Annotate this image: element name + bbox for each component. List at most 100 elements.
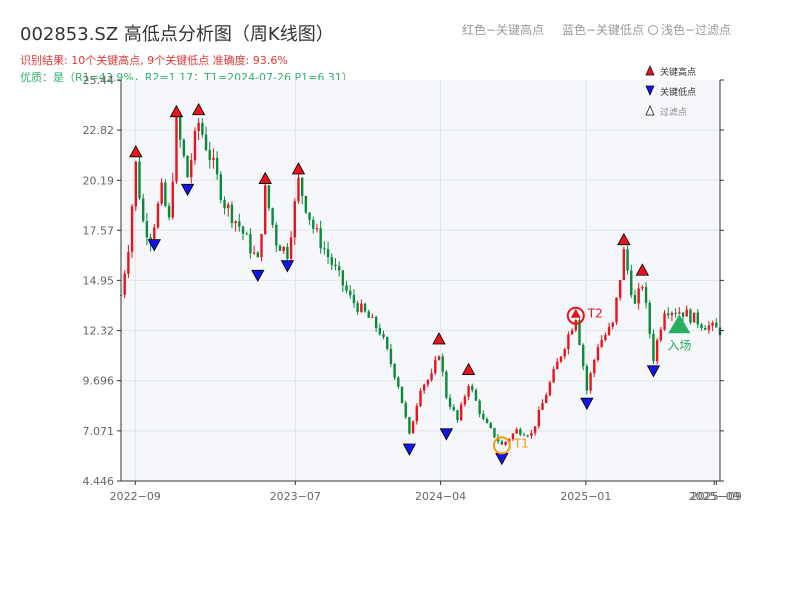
candle-body bbox=[522, 434, 526, 436]
chart-title: 002853.SZ 高低点分析图（周K线图） bbox=[20, 24, 334, 45]
candle-body bbox=[234, 221, 237, 224]
result-status-text: 识别结果: 10个关键高点, 9个关键低点 准确度: 93.6% bbox=[20, 54, 288, 67]
key-high-marker bbox=[432, 332, 446, 345]
x-tick-label: 2022−09 bbox=[110, 490, 161, 503]
legend-filtered-triangle-icon bbox=[645, 105, 655, 116]
x-tick-label: 2025−09 bbox=[691, 490, 742, 503]
key-low-marker bbox=[580, 397, 594, 411]
y-tick-label: 25.44 bbox=[83, 74, 115, 87]
key-high-marker bbox=[461, 362, 476, 375]
candle-body bbox=[341, 270, 345, 286]
candle-body bbox=[337, 266, 341, 271]
t1-label: T1 bbox=[513, 436, 529, 450]
candle-body bbox=[478, 400, 481, 414]
candle-body bbox=[160, 182, 163, 204]
candle-body bbox=[596, 347, 600, 360]
key-high-marker bbox=[129, 144, 143, 158]
candle-body bbox=[167, 205, 171, 218]
y-tick-label: 20.19 bbox=[83, 174, 115, 187]
x-tick-label: 2025−01 bbox=[560, 490, 611, 503]
candle-body bbox=[382, 334, 385, 338]
candle-body bbox=[511, 433, 515, 440]
candle-body bbox=[559, 356, 563, 362]
key-high-marker bbox=[291, 162, 306, 175]
candle-body bbox=[371, 316, 374, 318]
candle-body bbox=[681, 312, 685, 317]
candle-body bbox=[533, 426, 537, 434]
candle-body bbox=[589, 373, 592, 391]
candle-body bbox=[537, 409, 541, 427]
candle-body bbox=[422, 384, 426, 391]
candle-body bbox=[685, 309, 688, 317]
candle-body bbox=[604, 334, 607, 341]
candle-body bbox=[363, 303, 367, 312]
candle-body bbox=[386, 337, 389, 349]
candle-body bbox=[567, 334, 570, 350]
candle-body bbox=[286, 246, 289, 259]
candle-body bbox=[230, 204, 234, 224]
candle-body bbox=[411, 421, 415, 434]
candle-body bbox=[574, 320, 577, 331]
candle-body bbox=[408, 417, 411, 434]
candle-body bbox=[275, 224, 278, 246]
y-tick-label: 9.696 bbox=[83, 375, 115, 388]
key-high-marker bbox=[258, 171, 272, 184]
candle-body bbox=[356, 303, 359, 312]
candle-body bbox=[419, 390, 422, 406]
candle-body bbox=[319, 228, 322, 249]
candlesticks bbox=[119, 110, 722, 447]
candle-body bbox=[659, 329, 663, 341]
candle-body bbox=[552, 369, 555, 383]
candle-body bbox=[545, 395, 548, 403]
candle-body bbox=[437, 356, 441, 360]
candle-body bbox=[130, 206, 134, 252]
candle-body bbox=[223, 199, 226, 209]
candle-body bbox=[519, 429, 522, 435]
hint-blue-low: 蓝色−关键低点 bbox=[562, 23, 645, 37]
candle-body bbox=[193, 130, 197, 161]
candle-body bbox=[445, 371, 448, 398]
candle-body bbox=[389, 348, 393, 364]
candle-body bbox=[153, 227, 156, 244]
candle-body bbox=[134, 161, 137, 207]
candle-body bbox=[415, 405, 419, 422]
candle-body bbox=[707, 325, 711, 330]
candle-body bbox=[171, 181, 174, 218]
candle-body bbox=[175, 116, 178, 182]
legend-low-label: 关键低点 bbox=[660, 86, 696, 98]
candle-body bbox=[241, 226, 245, 234]
candle-body bbox=[400, 386, 404, 404]
candle-body bbox=[304, 196, 308, 213]
y-tick-label: 4.446 bbox=[83, 475, 115, 488]
candle-body bbox=[548, 382, 552, 396]
candle-body bbox=[164, 182, 167, 206]
candle-body bbox=[138, 161, 141, 199]
circle-icon bbox=[648, 24, 658, 35]
candle-body bbox=[674, 312, 677, 314]
candle-body bbox=[215, 157, 219, 175]
candle-body bbox=[471, 386, 474, 390]
candle-body bbox=[663, 313, 666, 330]
legend-filtered-label: 过滤点 bbox=[660, 106, 687, 118]
candle-body bbox=[563, 349, 566, 357]
candle-body bbox=[360, 303, 363, 312]
legend-low-triangle-icon bbox=[645, 85, 655, 96]
key-low-marker bbox=[402, 443, 417, 456]
legend-high-triangle-icon bbox=[645, 65, 655, 76]
candle-body bbox=[648, 302, 651, 334]
candle-body bbox=[249, 233, 252, 254]
candle-body bbox=[474, 389, 478, 401]
candle-body bbox=[326, 249, 330, 258]
key-high-marker bbox=[169, 104, 184, 118]
candle-body bbox=[678, 312, 681, 314]
key-low-marker bbox=[251, 269, 265, 283]
candle-body bbox=[570, 330, 574, 335]
key-high-marker bbox=[635, 263, 650, 276]
candle-body bbox=[145, 221, 149, 238]
candle-body bbox=[190, 160, 193, 178]
candle-body bbox=[178, 116, 182, 140]
candle-body bbox=[448, 397, 452, 407]
candle-body bbox=[456, 410, 459, 421]
candle-body bbox=[397, 377, 400, 387]
